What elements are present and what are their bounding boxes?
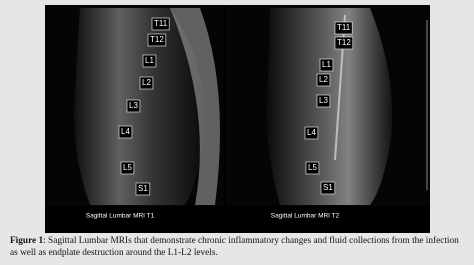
vertebra-label: L1 (145, 56, 154, 65)
label-box (151, 17, 170, 31)
label-box (147, 33, 167, 47)
label-box (305, 161, 320, 175)
label-box (118, 125, 133, 139)
label-box (316, 94, 331, 108)
label-box (120, 161, 135, 175)
vertebra-label: L4 (307, 128, 316, 137)
figure-caption: Figure 1: Sagittal Lumbar MRIs that demo… (10, 236, 466, 259)
mri-t1-soft-tissue (170, 8, 220, 205)
label-box (304, 126, 319, 140)
vertebra-label: L2 (319, 75, 328, 84)
label-box (334, 36, 354, 50)
vertebra-label: T12 (337, 38, 351, 47)
vertebra-label: S1 (138, 184, 148, 193)
label-box (319, 58, 334, 72)
vertebra-label: T11 (154, 19, 168, 28)
label-box (320, 181, 336, 195)
label-box (316, 73, 331, 87)
vertebra-label: L5 (308, 163, 317, 172)
vertebra-label: T12 (150, 35, 164, 44)
vertebra-label: L4 (121, 127, 130, 136)
caption-label: Figure 1 (10, 236, 44, 246)
label-box (135, 182, 151, 196)
vertebra-label: S1 (323, 183, 333, 192)
panel-caption: Sagittal Lumbar MRI T1 (86, 213, 155, 220)
labels: T11 T12 L1 L2 L3 L4 L5 S1 Sagittal Lumbar MRI T1… (86, 17, 354, 220)
label-box (334, 21, 353, 35)
vertebra-label: T11 (337, 23, 351, 32)
vertebra-label: L2 (142, 78, 151, 87)
vertebra-label: L3 (129, 101, 138, 110)
label-box (142, 54, 157, 68)
vertebra-label: L1 (322, 60, 331, 69)
label-box (126, 99, 141, 113)
vertebra-label: L5 (123, 163, 132, 172)
vertebra-label: L3 (319, 96, 328, 105)
caption-strip (45, 206, 430, 233)
label-box (139, 76, 154, 90)
panel-caption: Sagittal Lumbar MRI T2 (271, 213, 340, 220)
caption-text: : Sagittal Lumbar MRIs that demonstrate … (10, 236, 459, 258)
